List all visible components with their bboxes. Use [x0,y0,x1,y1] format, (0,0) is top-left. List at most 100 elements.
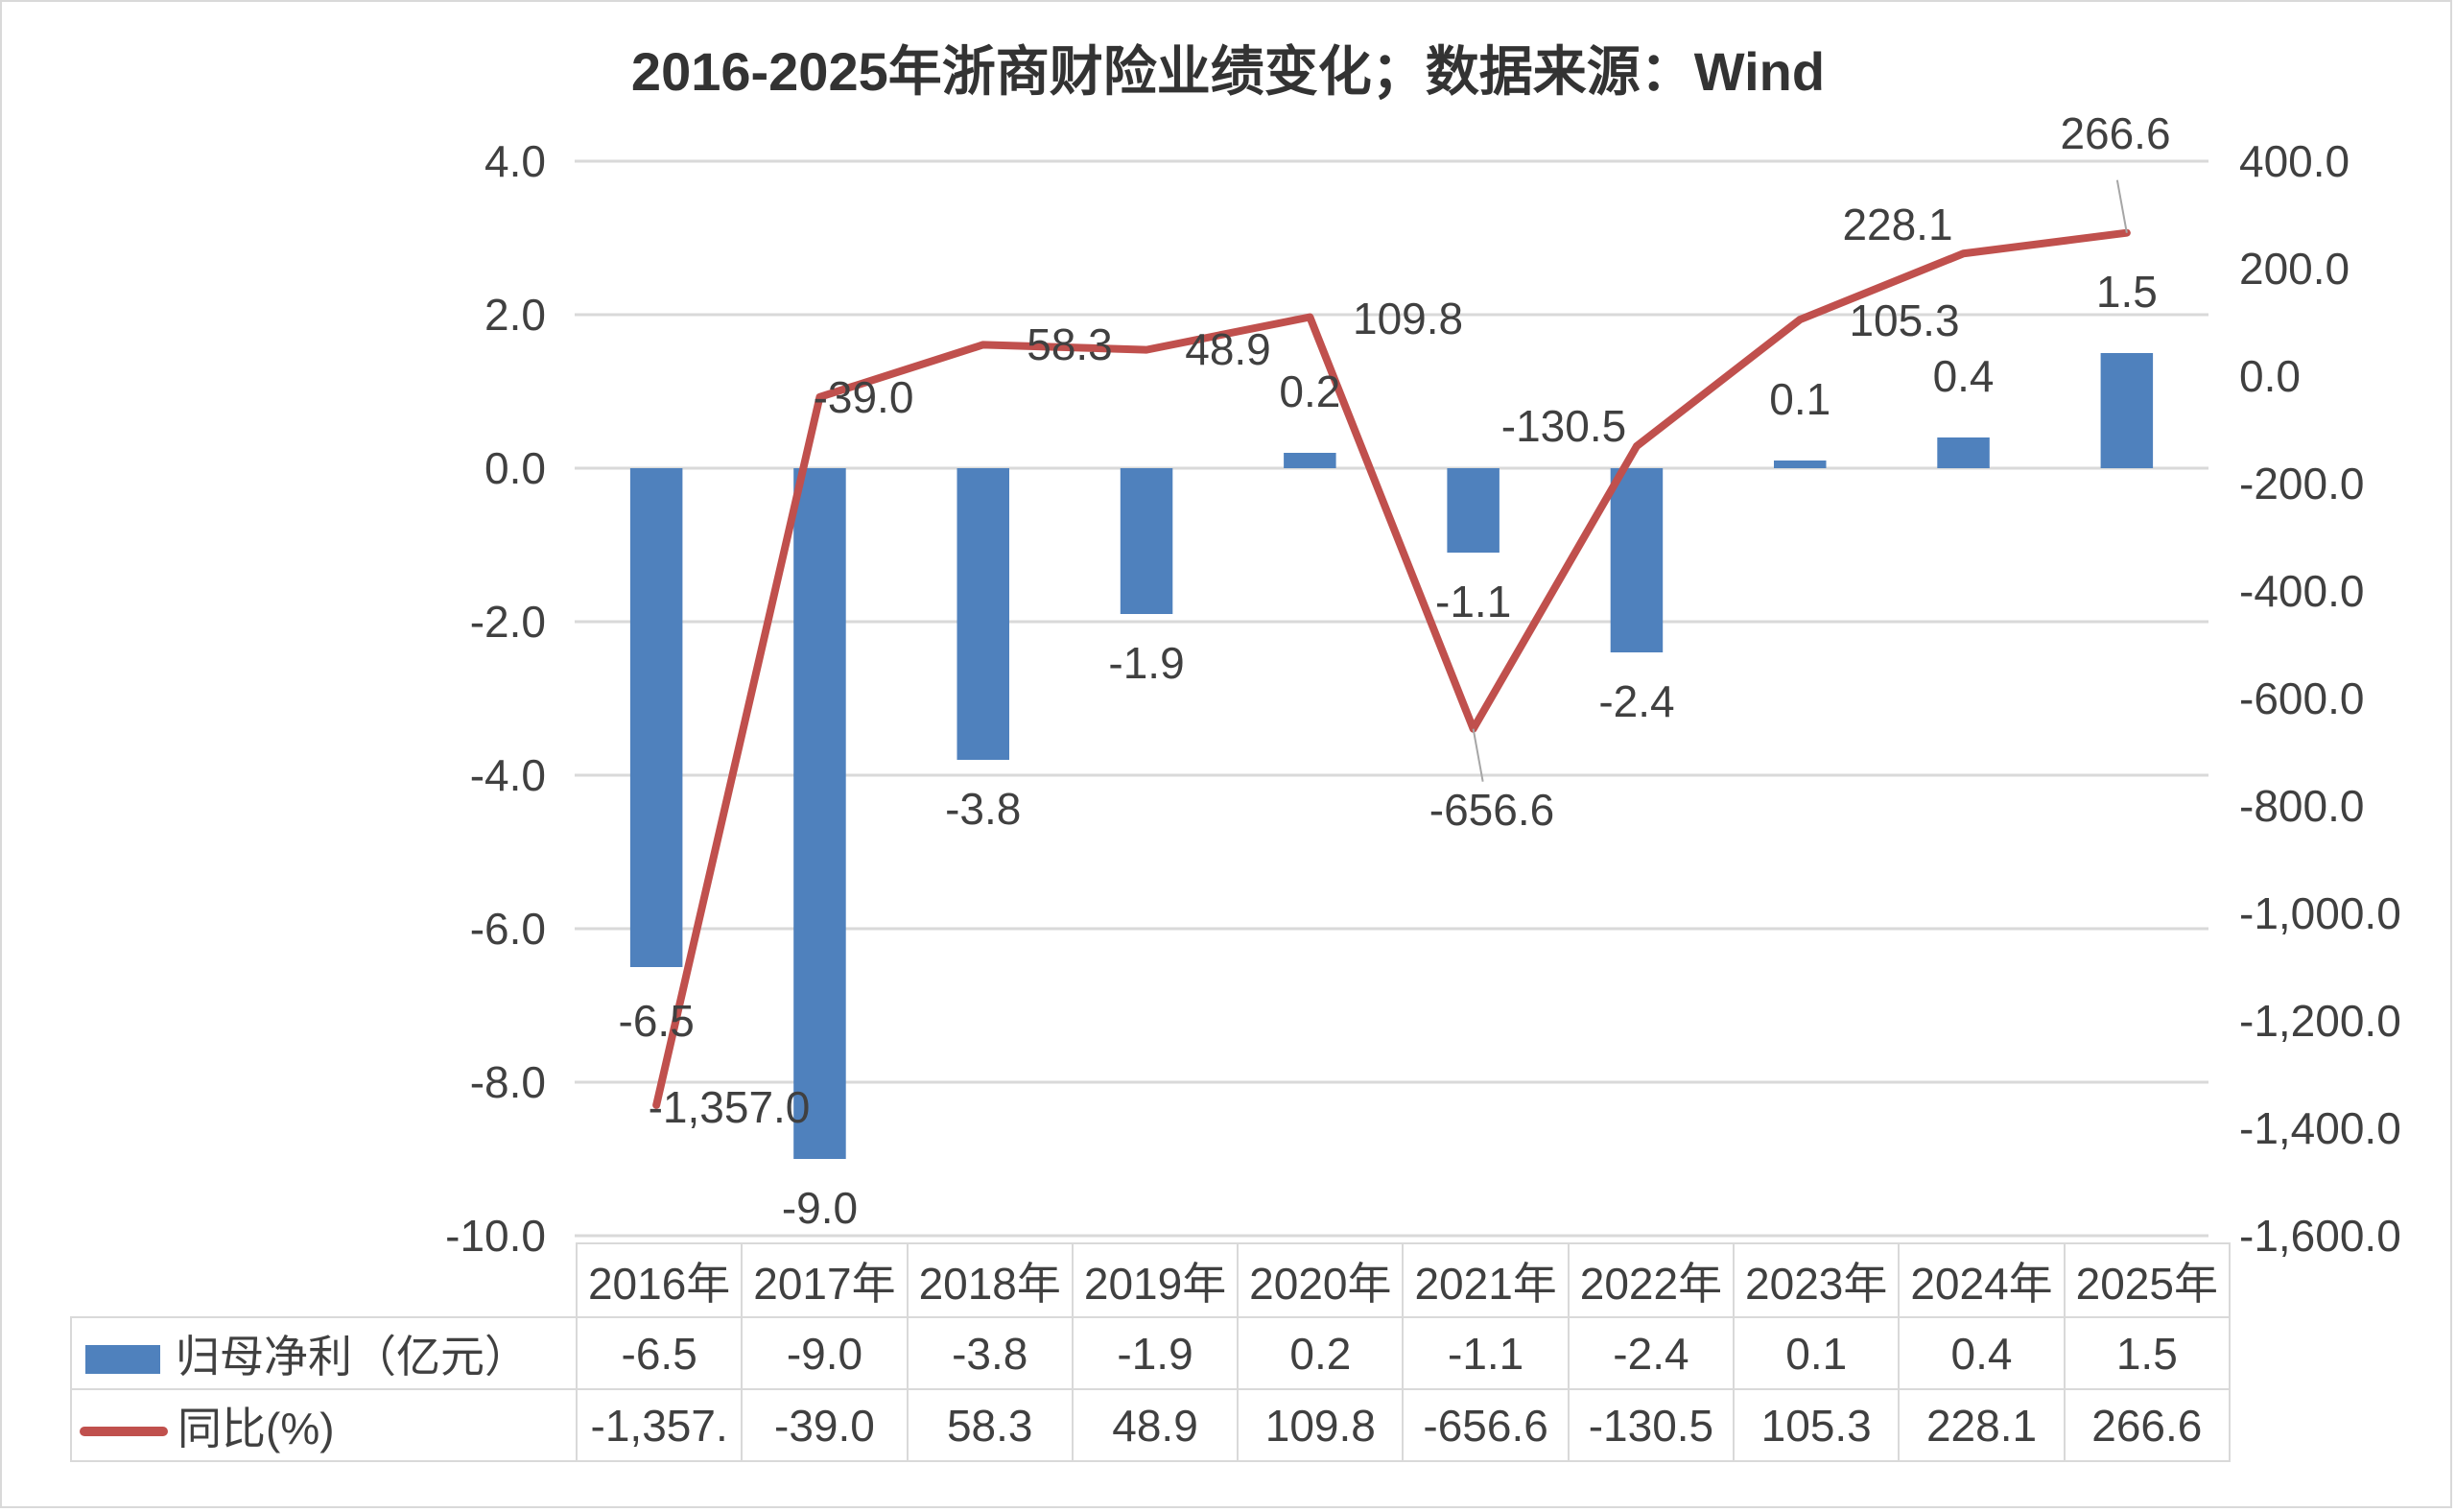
table-cell-yoy: -1,357. [575,1388,744,1462]
bar-data-label: 0.2 [1279,366,1340,416]
bar-data-label: -1.1 [1435,577,1511,626]
line-point [818,395,821,398]
bar [956,468,1009,760]
line-data-label: -130.5 [1501,401,1626,451]
bar [1120,468,1173,614]
legend-yoy: 同比(%) [70,1388,578,1462]
legend-line-swatch [80,1427,168,1437]
line-data-label: 109.8 [1353,294,1463,343]
table-row-net-profit: 归母净利（亿元） -6.5 -9.0 -3.8 -1.9 0.2 -1.1 -2.4 0.1 0… [70,1316,2231,1390]
bar [793,468,846,1159]
line-data-label: -39.0 [814,372,914,422]
left-axis-tick: -2.0 [470,597,546,647]
line-data-label: 228.1 [1842,200,1952,249]
category-label: 2021年 [1402,1242,1570,1318]
category-label: 2019年 [1071,1242,1240,1318]
table-cell-net-profit: 1.5 [2063,1316,2231,1390]
table-cell-net-profit: -3.8 [906,1316,1074,1390]
right-axis-tick: 400.0 [2239,136,2350,186]
bar [1284,453,1336,468]
table-cell-net-profit: -1.1 [1402,1316,1570,1390]
right-axis-tick: -1,000.0 [2239,888,2401,938]
line-point [1145,348,1148,351]
bar-data-label: -6.5 [619,996,695,1046]
table-cell-net-profit: 0.4 [1898,1316,2066,1390]
table-cell-yoy: 228.1 [1898,1388,2066,1462]
bar [1774,461,1827,468]
table-corner [71,1243,577,1318]
left-axis-tick: 2.0 [484,290,546,340]
category-label: 2023年 [1733,1242,1901,1318]
line-data-label: -1,357.0 [649,1082,811,1132]
bar-data-label: 1.5 [2096,267,2158,317]
table-cell-yoy: 58.3 [906,1388,1074,1462]
bar-data-label: 0.1 [1769,374,1830,424]
bar [1447,468,1500,553]
table-cell-yoy: 266.6 [2063,1388,2231,1462]
table-cell-net-profit: -2.4 [1567,1316,1736,1390]
left-axis-tick: 4.0 [484,136,546,186]
table-cell-yoy: 109.8 [1237,1388,1405,1462]
leader-line [1472,728,1484,782]
line-data-label: 266.6 [2060,108,2170,158]
bar-data-label: -1.9 [1108,638,1184,688]
left-axis-tick: 0.0 [484,443,546,493]
right-axis-tick: -800.0 [2239,781,2364,831]
bar-data-label: -9.0 [782,1183,858,1233]
table-cell-net-profit: -1.9 [1071,1316,1240,1390]
category-label: 2017年 [741,1242,909,1318]
right-axis-tick: -200.0 [2239,459,2364,508]
table-header-row: 2016年 2017年 2018年 2019年 2020年 2021年 2022年 2023年… [71,1242,2231,1318]
right-axis-tick: -600.0 [2239,673,2364,723]
line-point [1635,445,1638,448]
table-cell-yoy: 48.9 [1071,1388,1240,1462]
line-data-label: 58.3 [1027,319,1113,369]
line-data-label: 48.9 [1185,324,1271,374]
data-table: 2016年 2017年 2018年 2019年 2020年 2021年 2022年 2023年… [70,1242,2231,1462]
leader-line [2115,179,2128,233]
category-label: 2022年 [1567,1242,1736,1318]
right-axis-tick: -1,600.0 [2239,1211,2401,1261]
right-axis-tick: 200.0 [2239,244,2350,294]
line-data-label: -656.6 [1429,785,1554,835]
right-axis-tick: -400.0 [2239,566,2364,616]
bar [1610,468,1664,652]
category-label: 2020年 [1237,1242,1405,1318]
table-cell-net-profit: 0.1 [1733,1316,1901,1390]
bar-data-label: -3.8 [945,784,1021,834]
bar-data-label: 0.4 [1933,351,1995,401]
category-label: 2018年 [906,1242,1074,1318]
line-point [655,1103,658,1106]
line-point [1799,319,1802,321]
right-axis-tick: -1,400.0 [2239,1103,2401,1153]
legend-bar-swatch [85,1345,160,1375]
table-cell-net-profit: 0.2 [1237,1316,1405,1390]
line-data-label: 105.3 [1849,295,1959,345]
table-row-yoy: 同比(%) -1,357. -39.0 58.3 48.9 109.8 -656.6 -13… [70,1388,2231,1462]
right-axis-tick: -1,200.0 [2239,996,2401,1046]
legend-net-profit: 归母净利（亿元） [70,1316,578,1390]
bar-data-label: -2.4 [1598,676,1674,726]
table-cell-net-profit: -6.5 [575,1316,744,1390]
line-point [1962,252,1965,255]
chart-title: 2016-2025年浙商财险业绩变化；数据来源：Wind [630,41,1826,102]
category-label: 2025年 [2063,1242,2231,1318]
yoy-line [652,228,2131,1109]
category-label: 2016年 [575,1242,744,1318]
line-point [981,343,984,346]
bar [2100,353,2154,468]
legend-label-yoy: 同比(%) [177,1403,335,1453]
line-point [1309,316,1311,319]
left-axis-tick: -8.0 [470,1057,546,1107]
left-axis-tick: -6.0 [470,904,546,954]
table-cell-yoy: -39.0 [741,1388,909,1462]
right-axis-tick: 0.0 [2239,351,2301,401]
category-label: 2024年 [1898,1242,2066,1318]
legend-label-net-profit: 归母净利（亿元） [176,1331,529,1382]
table-cell-yoy: -656.6 [1402,1388,1570,1462]
table-cell-net-profit: -9.0 [741,1316,909,1390]
bar [1937,437,1990,468]
bar [629,468,683,967]
